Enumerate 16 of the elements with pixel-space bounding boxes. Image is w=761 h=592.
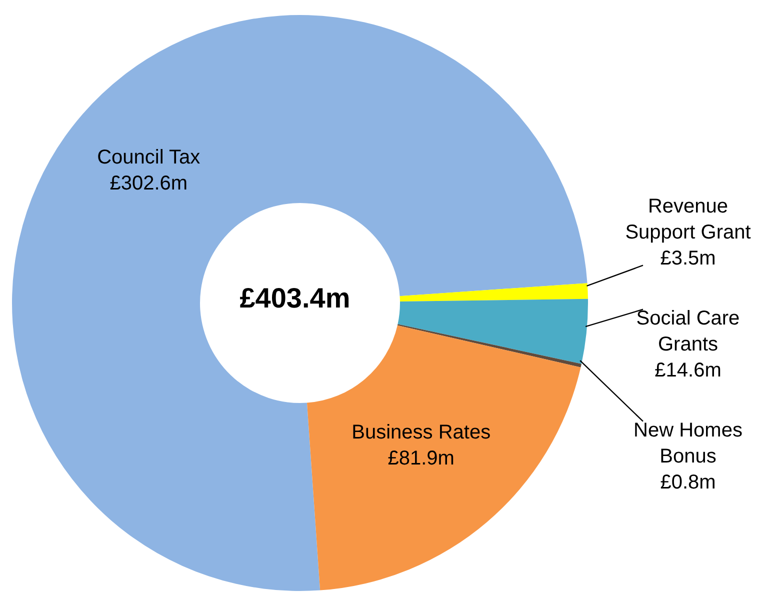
- data-label: £3.5m: [660, 247, 716, 270]
- donut-slice: [398, 298, 588, 364]
- slice-label: Business Rates: [352, 421, 491, 444]
- data-label: £0.8m: [660, 471, 716, 494]
- slice-label: Social Care Grants: [636, 307, 740, 356]
- donut-slice: [12, 15, 588, 591]
- slice-label: New Homes Bonus: [634, 419, 742, 468]
- slice-label: Revenue Support Grant: [625, 195, 752, 244]
- donut-slice: [400, 283, 588, 302]
- data-label: £302.6m: [110, 172, 188, 195]
- text: £403.4m: [240, 282, 350, 314]
- data-label: £14.6m: [654, 359, 722, 382]
- slice-label: Council Tax: [97, 146, 200, 169]
- data-label: £81.9m: [388, 447, 454, 470]
- donut-slice: [397, 324, 582, 368]
- donut-slice: [306, 325, 581, 590]
